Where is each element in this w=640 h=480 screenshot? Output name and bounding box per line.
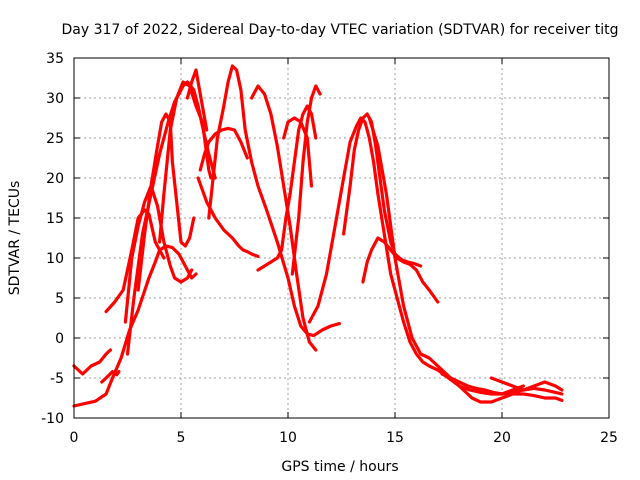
- series-sat-2: [72, 348, 113, 376]
- series-sat-12: [207, 64, 341, 338]
- plot-frame: [73, 57, 610, 419]
- series-sat-8: [158, 80, 213, 244]
- series-sat-15: [282, 116, 314, 188]
- x-tick-label: 10: [279, 430, 297, 446]
- series-sat-13: [250, 84, 318, 352]
- series-group: [72, 64, 564, 408]
- series-sat-9: [185, 68, 209, 132]
- x-axis-title: GPS time / hours: [281, 459, 398, 475]
- y-tick-label: -5: [50, 371, 64, 387]
- series-sat-20: [367, 116, 564, 404]
- x-tick-label: 15: [386, 430, 404, 446]
- series-sat-16: [290, 84, 322, 276]
- y-tick-label: 15: [46, 211, 64, 227]
- series-sat-22: [489, 376, 564, 392]
- y-tick-label: 5: [55, 291, 64, 307]
- series-sat-11: [198, 126, 249, 172]
- series-sat-1: [72, 244, 198, 408]
- series-sat-21: [440, 372, 526, 396]
- y-tick-label: 10: [46, 251, 64, 267]
- y-axis-title: SDTVAR / TECUs: [7, 181, 23, 296]
- series-sat-17: [307, 116, 564, 396]
- series-sat-10: [196, 176, 260, 258]
- y-tick-label: 35: [46, 51, 64, 67]
- x-tick-label: 25: [600, 430, 618, 446]
- y-tick-label: 25: [46, 131, 64, 147]
- y-tick-label: -10: [41, 411, 64, 427]
- series-sat-19: [361, 236, 440, 304]
- chart-title: Day 317 of 2022, Sidereal Day-to-day VTE…: [62, 22, 619, 38]
- y-tick-label: 30: [46, 91, 64, 107]
- series-sat-3: [100, 370, 121, 384]
- y-tick-label: 0: [55, 331, 64, 347]
- gridlines: [74, 58, 609, 418]
- x-tick-label: 20: [493, 430, 511, 446]
- x-tick-label: 0: [70, 430, 79, 446]
- series-sat-18: [342, 112, 423, 268]
- series-sat-14: [256, 104, 318, 272]
- x-tick-label: 5: [177, 430, 186, 446]
- y-tick-label: 20: [46, 171, 64, 187]
